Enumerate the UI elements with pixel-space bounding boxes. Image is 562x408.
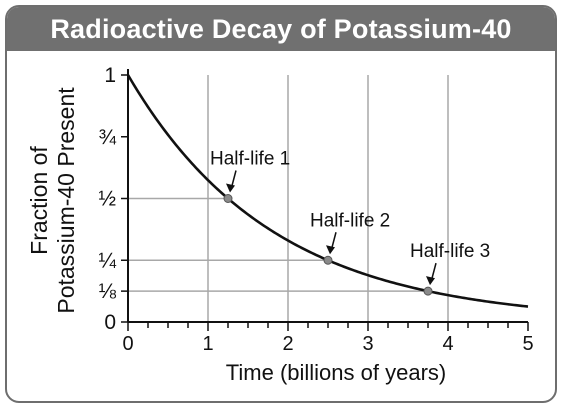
half-life-2-arrowhead bbox=[326, 245, 335, 255]
chart-plot: 0 1 2 3 4 5 0 ⅛ ¼ ½ ¾ 1 Time (billions of years) Frac… bbox=[26, 64, 534, 385]
x-tick-label-2: 2 bbox=[282, 333, 293, 355]
half-life-1-arrowhead bbox=[226, 183, 235, 193]
y-tick-label: ⅛ bbox=[98, 280, 116, 303]
y-axis-label-line-1: Fraction of bbox=[26, 146, 52, 255]
y-tick-label: ½ bbox=[98, 188, 116, 211]
y-axis-label-line-2: Potassium-40 Present bbox=[53, 87, 79, 314]
y-tick-label: ¾ bbox=[98, 126, 116, 149]
chart-figure: Radioactive Decay of Potassium-40 0 1 2 3 4 5… bbox=[5, 5, 557, 403]
half-life-3-point bbox=[423, 286, 433, 296]
chart-title: Radioactive Decay of Potassium-40 bbox=[7, 7, 555, 51]
half-life-1-point bbox=[223, 194, 233, 203]
x-tick-label-0: 0 bbox=[122, 333, 133, 355]
x-axis-label: Time (billions of years) bbox=[226, 360, 446, 385]
x-tick-label-1: 1 bbox=[202, 333, 213, 355]
y-tick-label: 0 bbox=[104, 311, 116, 334]
half-life-3-arrowhead bbox=[426, 276, 435, 286]
x-tick-label-4: 4 bbox=[442, 333, 453, 355]
y-tick-label: ¼ bbox=[98, 249, 116, 272]
half-life-3-label: Half-life 3 bbox=[410, 241, 490, 262]
half-life-1-label: Half-life 1 bbox=[210, 149, 290, 170]
half-life-2-label: Half-life 2 bbox=[310, 210, 390, 231]
x-tick-label-3: 3 bbox=[362, 333, 373, 355]
y-tick-label: 1 bbox=[104, 64, 116, 87]
x-tick-label-5: 5 bbox=[522, 333, 533, 355]
half-life-2-point bbox=[323, 255, 333, 265]
decay-curve-line bbox=[126, 74, 529, 308]
